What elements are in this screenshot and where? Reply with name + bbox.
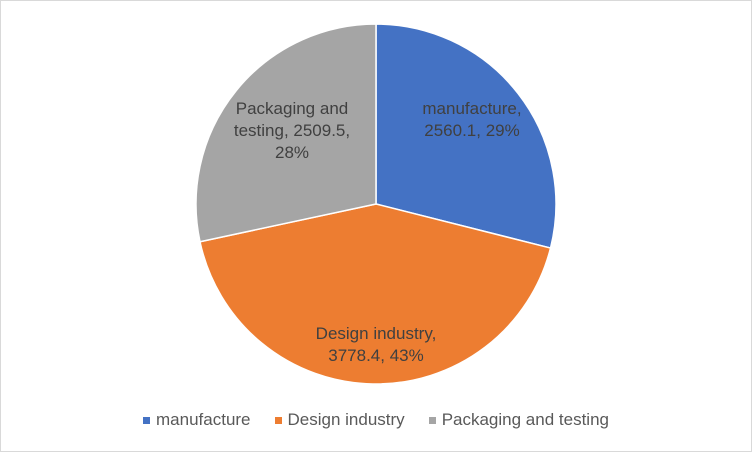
data-label-line: manufacture, (422, 99, 521, 118)
data-label-line: testing, 2509.5, (234, 121, 350, 140)
legend: manufacture Design industry Packaging an… (0, 410, 752, 430)
data-label-line: 3778.4, 43% (328, 346, 423, 365)
legend-item-manufacture: manufacture (143, 410, 251, 430)
pie-slice-manufacture (375, 23, 557, 249)
data-label-manufacture: manufacture, 2560.1, 29% (422, 99, 521, 140)
pie-slice-packaging-and-testing (195, 23, 377, 243)
pie-slice-design-industry (199, 203, 552, 385)
data-label-line: Packaging and (236, 99, 348, 118)
legend-swatch-packaging-and-testing (428, 416, 436, 424)
data-label-line: Design industry, (316, 324, 437, 343)
data-label-design-industry: Design industry, 3778.4, 43% (316, 324, 437, 365)
legend-item-packaging-and-testing: Packaging and testing (428, 410, 609, 430)
legend-swatch-design-industry (274, 416, 282, 424)
data-label-line: 28% (275, 143, 309, 162)
legend-label-design-industry: Design industry (287, 410, 405, 429)
data-label-line: 2560.1, 29% (424, 121, 519, 140)
data-label-packaging-and-testing: Packaging and testing, 2509.5, 28% (234, 99, 350, 162)
legend-item-design-industry: Design industry (274, 410, 405, 430)
legend-swatch-manufacture (143, 416, 151, 424)
legend-label-manufacture: manufacture (156, 410, 251, 429)
legend-label-packaging-and-testing: Packaging and testing (441, 410, 609, 429)
